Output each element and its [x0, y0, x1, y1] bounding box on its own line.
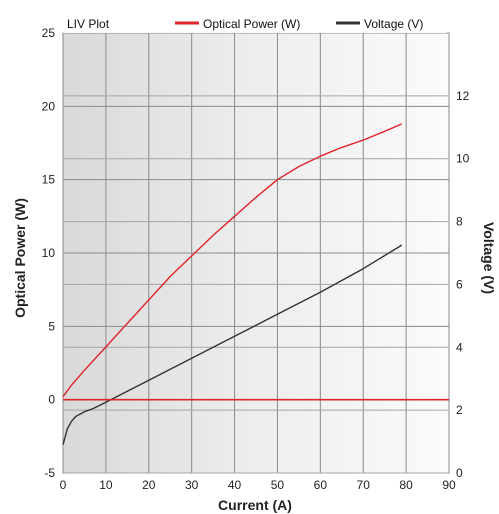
y-left-tick-label: 20 [42, 99, 56, 113]
x-tick-label: 30 [185, 478, 199, 492]
y-right-tick-label: 6 [456, 277, 463, 291]
y-axis-right-title: Voltage (V) [481, 222, 497, 294]
y-right-tick-label: 4 [456, 340, 463, 354]
y-right-tick-label: 0 [456, 466, 463, 480]
y-left-tick-label: -5 [44, 466, 55, 480]
legend-box [63, 13, 447, 33]
legend-entry: Voltage (V) [364, 17, 423, 31]
series-line-optical-power-w [62, 123, 403, 398]
y-right-tick-label: 8 [456, 215, 463, 229]
x-axis-title: Current (A) [218, 497, 292, 513]
legend-entry: Optical Power (W) [203, 17, 300, 31]
y-left-tick-label: 0 [48, 393, 55, 407]
y-left-tick-label: 15 [42, 173, 56, 187]
y-right-tick-label: 10 [456, 152, 470, 166]
x-tick-label: 40 [228, 478, 242, 492]
x-tick-label: 80 [399, 478, 413, 492]
y-right-tick-label: 12 [456, 89, 470, 103]
y-left-tick-label: 10 [42, 246, 56, 260]
x-tick-label: 50 [271, 478, 285, 492]
x-tick-label: 20 [142, 478, 156, 492]
x-tick-label: 0 [60, 478, 67, 492]
series-line-voltage-v [62, 244, 403, 445]
x-tick-label: 10 [99, 478, 113, 492]
y-right-tick-label: 2 [456, 403, 463, 417]
x-tick-label: 90 [442, 478, 456, 492]
x-tick-label: 70 [357, 478, 371, 492]
y-left-tick-label: 25 [42, 26, 56, 40]
legend-title: LIV Plot [67, 17, 110, 31]
x-tick-label: 60 [314, 478, 328, 492]
y-left-tick-label: 5 [48, 319, 55, 333]
y-axis-left-title: Optical Power (W) [12, 198, 28, 318]
